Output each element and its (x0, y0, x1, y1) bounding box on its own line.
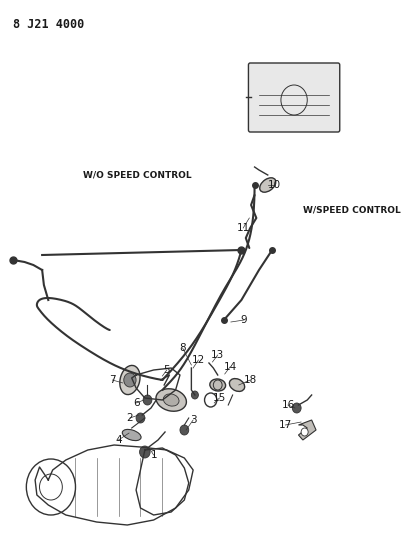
Text: 4: 4 (115, 435, 122, 445)
Circle shape (136, 413, 145, 423)
Text: 12: 12 (192, 355, 205, 365)
Circle shape (143, 395, 152, 405)
Text: 14: 14 (223, 362, 236, 372)
Text: 7: 7 (109, 375, 116, 385)
Circle shape (124, 373, 136, 387)
Text: 5: 5 (164, 365, 170, 375)
Circle shape (180, 425, 189, 435)
Ellipse shape (156, 389, 186, 411)
Ellipse shape (210, 379, 225, 391)
Text: 10: 10 (268, 180, 281, 190)
Circle shape (140, 446, 150, 458)
Text: 15: 15 (213, 393, 226, 403)
Text: W/SPEED CONTROL: W/SPEED CONTROL (303, 206, 400, 214)
Text: 13: 13 (211, 350, 224, 360)
Polygon shape (298, 420, 316, 440)
Ellipse shape (122, 430, 141, 441)
Text: 9: 9 (241, 315, 247, 325)
Circle shape (301, 428, 308, 436)
Circle shape (191, 391, 198, 399)
Text: 1: 1 (150, 450, 157, 460)
Ellipse shape (120, 366, 140, 394)
Ellipse shape (260, 178, 276, 192)
Text: 11: 11 (236, 223, 250, 233)
Text: 8 J21 4000: 8 J21 4000 (13, 18, 84, 31)
Ellipse shape (230, 378, 245, 391)
Text: 3: 3 (190, 415, 197, 425)
FancyBboxPatch shape (248, 63, 340, 132)
Circle shape (292, 403, 301, 413)
Text: 18: 18 (243, 375, 257, 385)
Text: W/O SPEED CONTROL: W/O SPEED CONTROL (83, 171, 192, 180)
Text: 17: 17 (279, 420, 292, 430)
Text: 6: 6 (133, 398, 139, 408)
Text: 2: 2 (127, 413, 133, 423)
Text: 8: 8 (179, 343, 186, 353)
Ellipse shape (163, 394, 179, 406)
Text: 16: 16 (281, 400, 295, 410)
